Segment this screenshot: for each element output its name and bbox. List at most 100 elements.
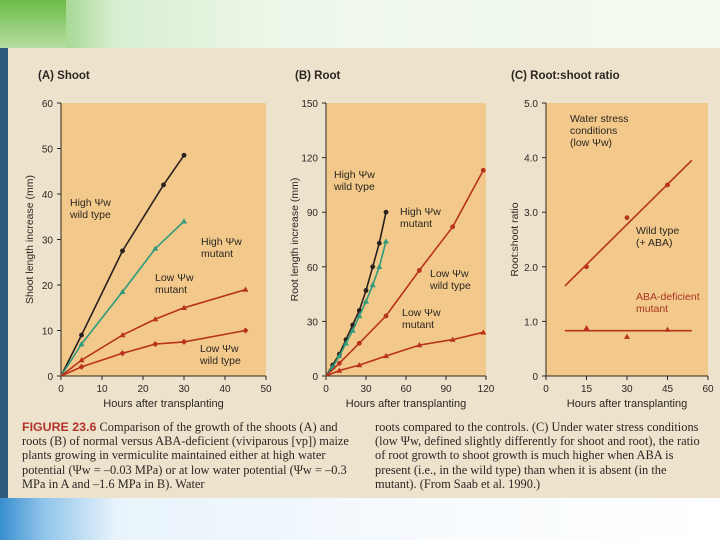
- series-label: Low Ψw: [155, 272, 194, 284]
- series-label: mutant: [155, 284, 187, 296]
- x-axis-label: Hours after transplanting: [346, 398, 466, 410]
- annotation-line: conditions: [570, 125, 617, 137]
- data-point: [356, 362, 363, 368]
- x-tick-label: 30: [621, 384, 633, 395]
- x-axis-label: Hours after transplanting: [567, 398, 687, 410]
- series-label: Low Ψw: [430, 268, 469, 280]
- series-label: wild type: [199, 355, 241, 367]
- y-tick-label: 4.0: [524, 154, 538, 165]
- data-point: [665, 182, 670, 188]
- panel-label: (B): [295, 70, 314, 82]
- figure-number: FIGURE 23.6: [22, 420, 97, 434]
- data-point: [383, 209, 389, 215]
- data-point: [480, 329, 487, 335]
- y-tick-label: 40: [42, 190, 54, 201]
- series-label: Low Ψw: [402, 307, 441, 319]
- y-tick-label: 50: [42, 145, 54, 156]
- y-tick-label: 120: [301, 154, 318, 165]
- series-label: Wild type: [636, 225, 679, 237]
- x-tick-label: 120: [478, 384, 495, 395]
- data-point: [356, 340, 362, 346]
- y-tick-label: 90: [307, 208, 319, 219]
- data-point: [376, 240, 382, 246]
- series-label: mutant: [400, 218, 432, 230]
- textbook-page: (A) Shoot 0 10 20 30 40 50 60 0 10 20 30 40 50 Hours a…: [8, 48, 720, 498]
- x-tick-label: 50: [260, 384, 272, 395]
- data-point: [119, 332, 126, 338]
- data-point: [181, 152, 187, 158]
- data-point: [242, 327, 249, 334]
- data-point: [181, 338, 187, 345]
- x-tick-label: 45: [662, 384, 674, 395]
- panel-label: (C): [511, 70, 530, 82]
- caption-left-text: Comparison of the growth of the shoots (…: [22, 420, 349, 491]
- x-tick-label: 10: [96, 384, 108, 395]
- x-tick-label: 30: [178, 384, 190, 395]
- series-label: mutant: [402, 319, 434, 331]
- data-point: [369, 282, 376, 288]
- y-axis-label: Shoot length increase (mm): [24, 175, 36, 304]
- x-tick-label: 0: [323, 384, 329, 395]
- data-point: [383, 352, 389, 359]
- y-tick-label: 20: [42, 281, 54, 292]
- data-point: [119, 350, 126, 357]
- data-point: [624, 215, 630, 221]
- data-point: [356, 312, 363, 319]
- series-label: (+ ABA): [636, 237, 672, 249]
- data-point: [79, 332, 84, 338]
- plot-area: [61, 103, 266, 376]
- panel-b: (B) Root 0 30 60 90 120 150 0 30 60 90 120 Hours aft…: [289, 70, 495, 410]
- data-point: [242, 286, 249, 292]
- data-point: [584, 264, 589, 270]
- annotation-line: (low Ψw): [570, 137, 612, 149]
- panel-a: (A) Shoot 0 10 20 30 40 50 60 0 10 20 30 40 50 Hours a…: [24, 70, 272, 410]
- panel-title-text: Root:shoot ratio: [530, 70, 619, 82]
- series-label: mutant: [201, 248, 233, 260]
- data-point: [152, 341, 159, 348]
- y-tick-label: 60: [42, 99, 54, 110]
- data-point: [416, 268, 422, 273]
- data-point: [416, 342, 423, 348]
- data-point: [152, 245, 159, 251]
- data-point: [449, 336, 456, 342]
- figure-23-6: (A) Shoot 0 10 20 30 40 50 60 0 10 20 30 40 50 Hours a…: [24, 70, 714, 410]
- panel-title-text: Root: [314, 70, 340, 82]
- data-point: [336, 367, 343, 373]
- y-tick-label: 30: [42, 236, 54, 247]
- data-point: [336, 352, 343, 359]
- x-tick-label: 60: [702, 384, 714, 395]
- data-point: [78, 357, 85, 363]
- data-point: [336, 360, 342, 366]
- y-tick-label: 1.0: [524, 317, 538, 328]
- data-point: [78, 341, 85, 347]
- panel-label: (A): [38, 70, 57, 82]
- panel-title: (C) Root:shoot ratio: [511, 70, 620, 82]
- caption-right: roots compared to the controls. (C) Unde…: [375, 420, 705, 491]
- series-label: High Ψw: [201, 236, 242, 248]
- x-tick-label: 0: [543, 384, 549, 395]
- decorative-leaf-banner: [0, 0, 720, 48]
- y-tick-label: 2.0: [524, 263, 538, 274]
- panel-c: (C) Root:shoot ratio 0 1.0 2.0 3.0 4.0 5.0 0 15 3…: [509, 70, 714, 410]
- annotation-line: Water stress: [570, 113, 629, 125]
- data-point: [181, 218, 187, 224]
- series-line: [325, 241, 387, 377]
- data-point: [120, 248, 125, 254]
- y-tick-label: 0: [312, 372, 318, 383]
- series-line: [325, 212, 387, 377]
- data-point: [78, 363, 85, 370]
- data-point: [181, 304, 187, 310]
- y-tick-label: 30: [307, 317, 319, 328]
- y-tick-label: 150: [301, 99, 318, 110]
- series-label: High Ψw: [400, 206, 441, 218]
- series-label: mutant: [636, 303, 668, 315]
- data-point: [450, 224, 456, 230]
- data-point: [624, 333, 630, 339]
